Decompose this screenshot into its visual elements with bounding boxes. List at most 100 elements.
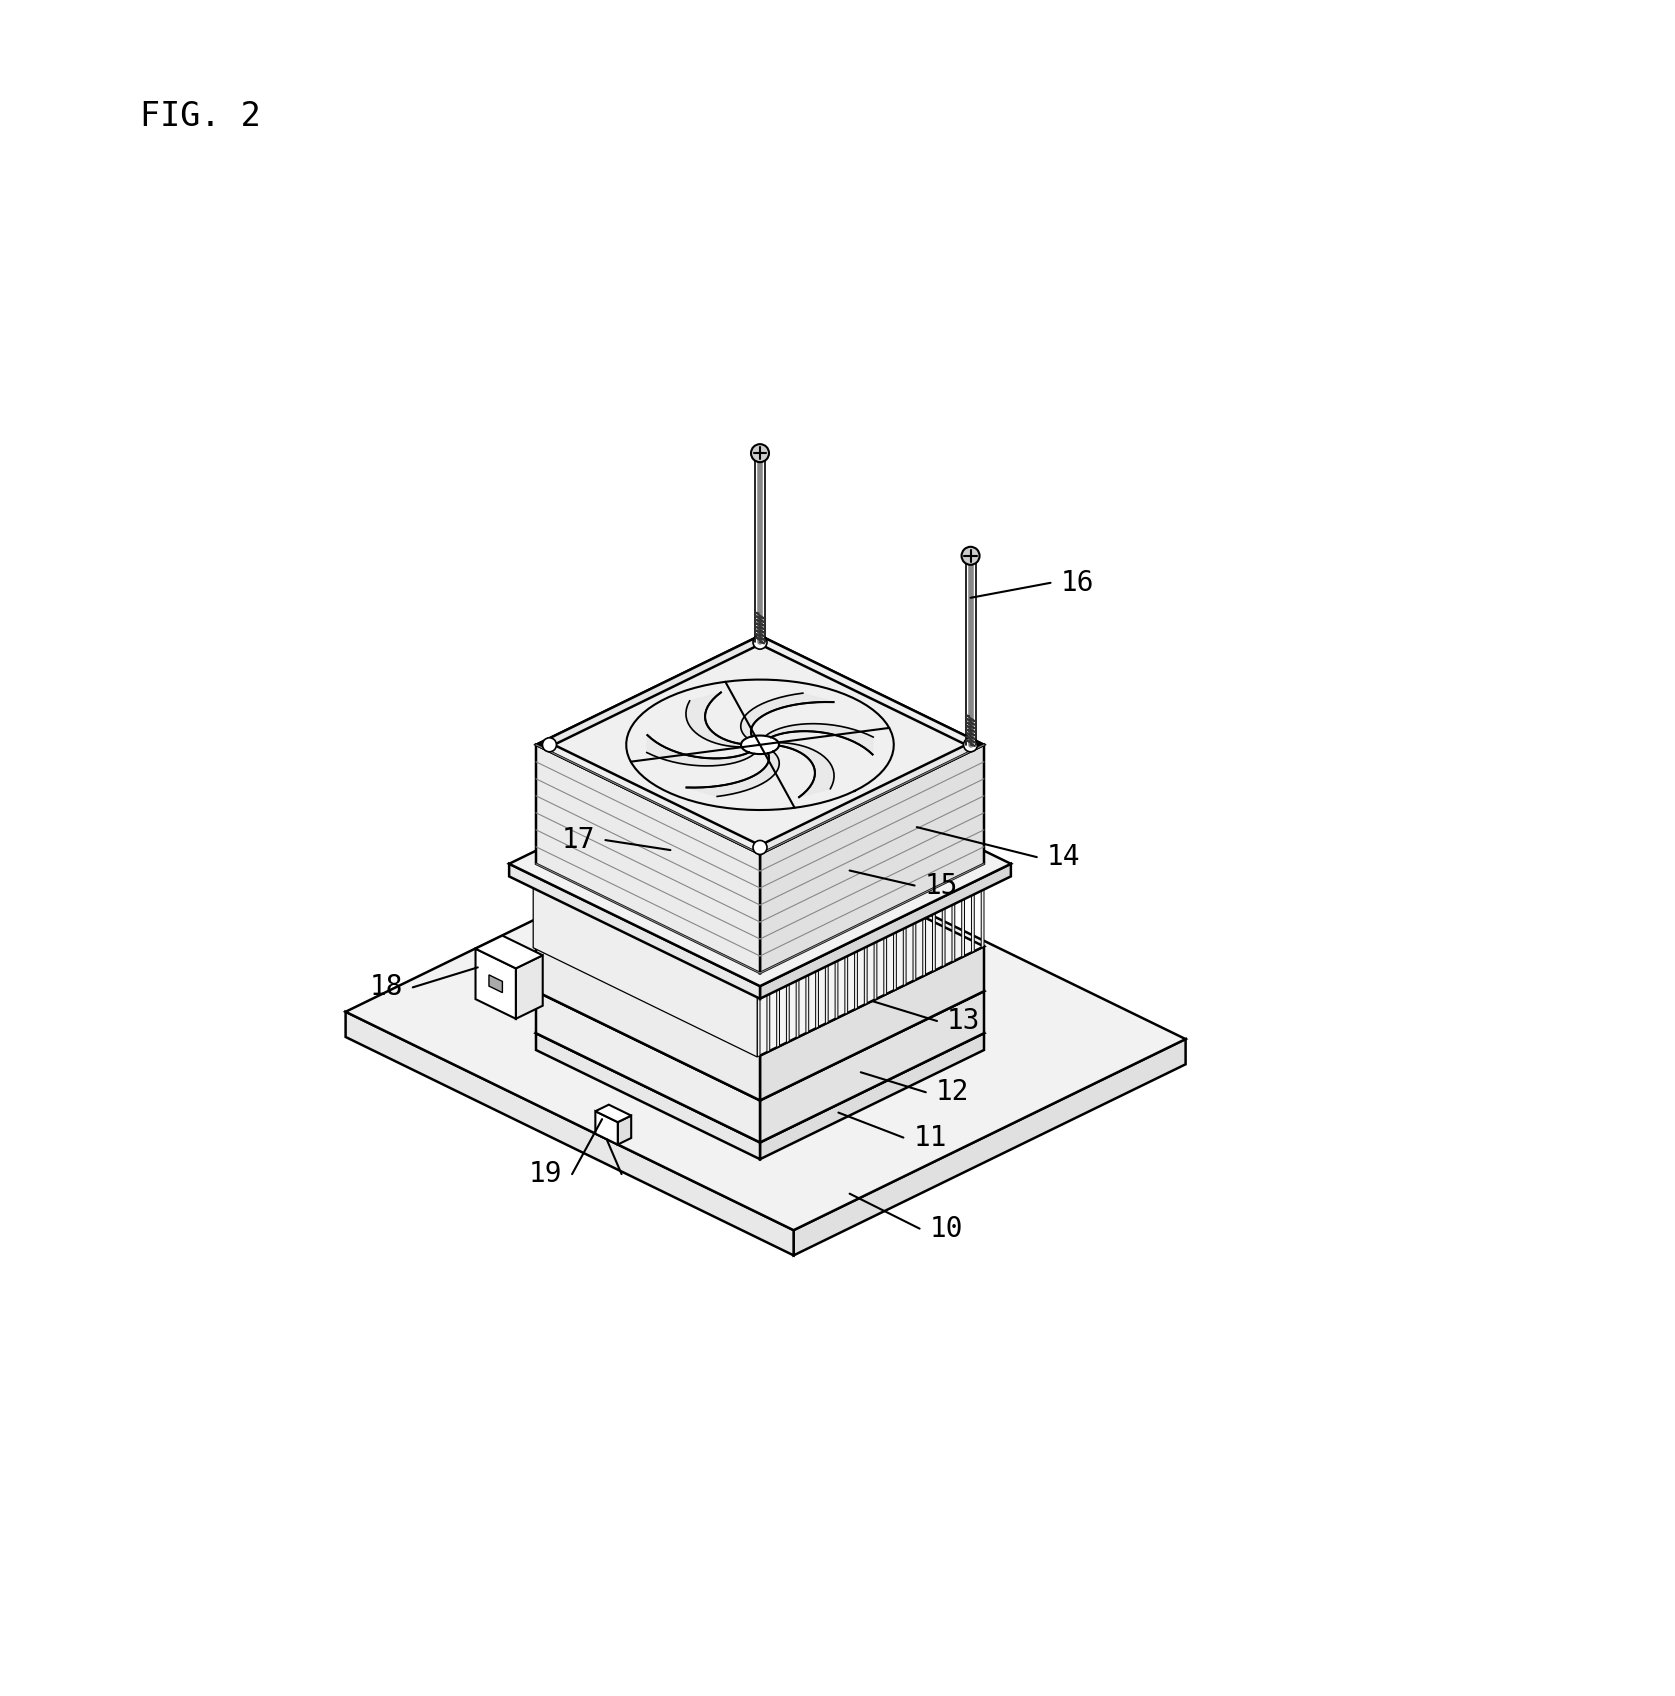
Polygon shape	[536, 636, 983, 855]
Polygon shape	[893, 928, 896, 990]
Polygon shape	[719, 795, 945, 906]
Polygon shape	[687, 692, 742, 746]
Polygon shape	[796, 975, 799, 1038]
Polygon shape	[760, 990, 983, 1143]
Polygon shape	[982, 885, 983, 948]
Polygon shape	[864, 941, 868, 1004]
Polygon shape	[533, 885, 760, 996]
Polygon shape	[345, 1013, 794, 1255]
Polygon shape	[536, 946, 760, 1101]
Text: 10: 10	[930, 1214, 963, 1243]
Text: 17: 17	[561, 826, 595, 855]
Polygon shape	[816, 965, 819, 1028]
Polygon shape	[533, 887, 757, 1057]
Polygon shape	[611, 846, 838, 957]
Polygon shape	[884, 933, 886, 996]
Polygon shape	[767, 989, 770, 1052]
Polygon shape	[536, 636, 760, 745]
Polygon shape	[680, 814, 906, 924]
Polygon shape	[536, 882, 983, 1101]
Text: 11: 11	[913, 1123, 946, 1152]
Text: FIG. 2: FIG. 2	[141, 100, 261, 132]
Polygon shape	[476, 948, 516, 1019]
Polygon shape	[757, 994, 760, 1057]
Polygon shape	[536, 990, 760, 1143]
Polygon shape	[687, 751, 779, 797]
Polygon shape	[729, 790, 955, 901]
Polygon shape	[760, 636, 983, 745]
Polygon shape	[650, 828, 878, 938]
Polygon shape	[476, 936, 543, 968]
Polygon shape	[740, 736, 779, 755]
Circle shape	[754, 636, 767, 650]
Polygon shape	[971, 889, 975, 953]
Polygon shape	[779, 743, 834, 797]
Polygon shape	[747, 780, 975, 890]
Polygon shape	[621, 843, 848, 953]
Polygon shape	[943, 904, 945, 967]
Polygon shape	[844, 951, 848, 1014]
Polygon shape	[536, 1033, 760, 1158]
Polygon shape	[536, 924, 983, 1143]
Polygon shape	[760, 863, 1012, 999]
Polygon shape	[777, 984, 779, 1048]
Polygon shape	[536, 838, 983, 1055]
Polygon shape	[595, 1111, 618, 1145]
Polygon shape	[509, 741, 1012, 985]
Polygon shape	[573, 867, 799, 977]
Polygon shape	[489, 975, 502, 992]
Polygon shape	[913, 918, 916, 980]
Polygon shape	[345, 821, 1186, 1230]
Polygon shape	[760, 1033, 983, 1158]
Polygon shape	[903, 923, 906, 985]
Polygon shape	[670, 819, 896, 929]
Polygon shape	[536, 767, 983, 985]
Text: 19: 19	[529, 1160, 563, 1189]
Polygon shape	[854, 946, 858, 1009]
Polygon shape	[553, 875, 779, 985]
Polygon shape	[933, 909, 935, 972]
Circle shape	[963, 738, 978, 751]
Polygon shape	[760, 946, 983, 1101]
Polygon shape	[709, 799, 935, 911]
Polygon shape	[640, 833, 868, 943]
Polygon shape	[688, 809, 916, 919]
Polygon shape	[581, 862, 809, 972]
Polygon shape	[647, 734, 754, 767]
Polygon shape	[794, 1040, 1186, 1255]
Polygon shape	[951, 899, 955, 962]
Polygon shape	[737, 785, 965, 895]
Circle shape	[543, 738, 556, 751]
Text: 12: 12	[936, 1079, 970, 1106]
Polygon shape	[509, 863, 760, 999]
Polygon shape	[536, 745, 760, 974]
Polygon shape	[874, 936, 878, 1001]
Polygon shape	[760, 745, 983, 974]
Polygon shape	[595, 1104, 631, 1123]
Polygon shape	[923, 912, 926, 977]
Polygon shape	[826, 960, 827, 1024]
Polygon shape	[757, 775, 983, 887]
Circle shape	[754, 841, 767, 855]
Polygon shape	[660, 823, 886, 933]
Polygon shape	[787, 980, 789, 1043]
Polygon shape	[836, 957, 838, 1019]
Text: 13: 13	[946, 1007, 980, 1035]
Polygon shape	[591, 856, 819, 967]
Polygon shape	[536, 877, 760, 994]
Text: 16: 16	[1060, 568, 1094, 597]
Polygon shape	[563, 870, 789, 980]
Polygon shape	[630, 838, 858, 948]
Polygon shape	[961, 894, 965, 957]
Circle shape	[961, 546, 980, 565]
Circle shape	[750, 444, 769, 461]
Polygon shape	[760, 745, 983, 855]
Polygon shape	[760, 877, 983, 994]
Polygon shape	[806, 970, 809, 1033]
Polygon shape	[698, 804, 926, 914]
Polygon shape	[765, 724, 873, 755]
Text: 14: 14	[1047, 843, 1080, 872]
Polygon shape	[618, 1116, 631, 1145]
Polygon shape	[543, 880, 770, 990]
Polygon shape	[516, 955, 543, 1019]
